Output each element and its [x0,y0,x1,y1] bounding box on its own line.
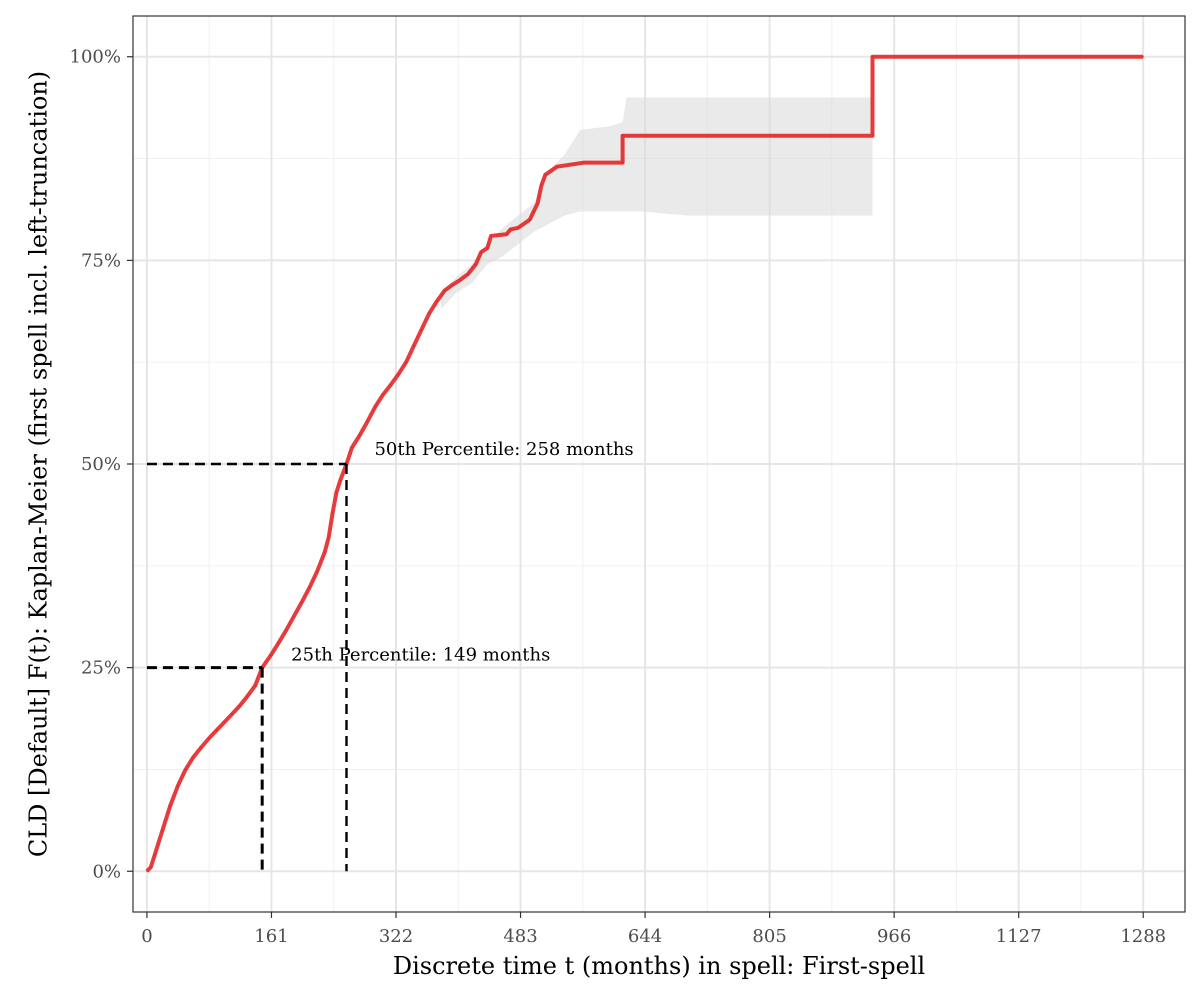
km-curve-point [374,406,376,408]
confidence-band-layer [440,97,873,310]
km-curve-point [622,135,624,137]
x-tick-label: 0 [141,926,152,947]
km-curve-point [200,746,202,749]
km-curve-point [459,279,461,281]
km-curve-point [308,587,310,589]
km-curve-point [540,184,543,186]
km-curve-point [215,729,218,732]
km-curve-point [436,300,438,302]
annotation-50th-percentile: 50th Percentile: 258 months [374,439,633,460]
km-curve-point [397,373,399,375]
x-tick-label: 644 [628,926,662,947]
km-curve-point [871,56,874,58]
km-curve-point [871,135,874,137]
x-tick-label: 1288 [1120,926,1166,947]
y-axis-title: CLD [Default] F(t): Kaplan-Meier (first … [25,71,53,857]
x-axis-title: Discrete time t (months) in spell: First… [393,952,925,980]
km-curve-point [428,312,430,314]
km-curve-point [413,345,415,347]
y-tick-label: 50% [81,454,121,475]
km-curve-point [169,805,171,807]
km-curve-point [405,361,407,363]
km-curve-point [239,705,241,707]
km-curve-point [451,284,454,286]
km-curve-point [177,785,179,787]
km-curve-point [254,685,256,687]
km-curve-point [444,289,446,292]
x-tick-label: 161 [254,926,288,947]
km-curve-point [223,721,225,723]
km-curve-point [154,854,156,856]
km-curve-point [339,479,341,481]
km-curve-point [390,384,392,386]
y-tick-label: 0% [92,861,121,882]
y-tick-label: 25% [81,658,121,679]
y-tick-label: 75% [81,250,121,271]
km-curve-point [351,447,353,449]
x-tick-label: 966 [877,926,911,947]
annotation-25th-percentile: 25th Percentile: 149 months [291,645,550,666]
km-curve-point [533,210,535,213]
series-line-layer [145,54,1144,873]
km-curve-point [490,235,492,237]
km-curve-point [622,162,624,164]
km-curve-point [270,654,272,657]
km-curve-point [486,247,488,249]
km-curve-point [246,695,249,697]
km-curve-point [192,756,194,758]
y-tick-label: 100% [70,47,121,68]
km-curve-point [150,866,152,868]
km-curve-point [529,219,531,221]
km-curve-point [231,713,233,715]
axis-layer: 0 161 322 483 644 805 966 1127 1288 0% 25% 50% 75% 10… [70,47,1167,947]
km-curve-point [537,202,539,204]
x-tick-label: 322 [379,926,413,947]
km-curve-point [185,768,187,771]
km-curve-point [146,870,148,872]
x-tick-label: 1127 [996,926,1042,947]
km-curve-point [316,570,318,573]
km-curve-point [1142,56,1144,58]
km-curve-point [208,737,210,740]
km-curve-point [366,421,368,423]
km-curve-point [382,394,384,396]
km-curve-point [475,263,477,265]
km-curve-point [517,227,519,229]
km-curve-point [324,551,326,553]
percentile-guides-layer [146,462,348,872]
x-tick-label: 805 [752,926,786,947]
km-curve-point [285,629,287,631]
km-curve-point [161,829,163,832]
km-curve-point [509,228,512,230]
km-curve-point [293,615,295,617]
km-curve-point [359,434,361,437]
km-curve-point [480,251,482,253]
km-curve-point [506,233,508,235]
km-curve-point [467,273,469,275]
km-curve-point [544,174,546,176]
x-tick-label: 483 [503,926,537,947]
km-curve-point [328,536,330,538]
km-curve-point [332,512,334,514]
km-curve-point [335,491,337,494]
km-curve-point [583,162,585,164]
km-curve-point [556,166,558,168]
km-curve-point [277,642,279,644]
km-curve-point [420,329,423,331]
km-curve-point [301,601,303,604]
confidence-band [440,97,873,310]
